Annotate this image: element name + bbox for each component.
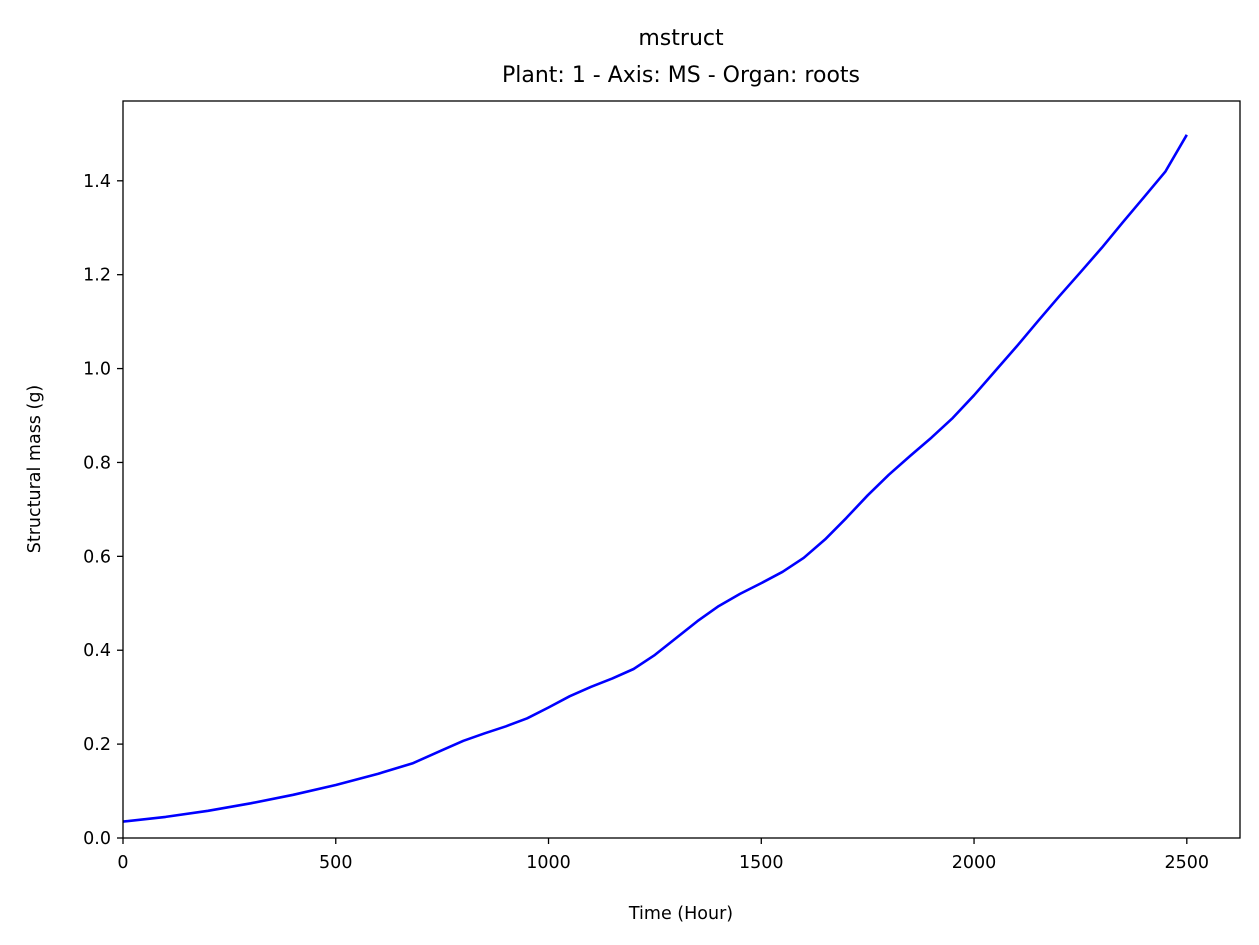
plot-area-frame	[122, 100, 1241, 839]
x-axis-label: Time (Hour)	[628, 904, 733, 924]
x-axis-ticks: 0 500 1000 1500 2000 2500	[117, 838, 1209, 873]
y-tick-label: 1.2	[83, 266, 111, 286]
y-tick-label: 0.8	[83, 453, 111, 473]
x-tick-label: 1000	[526, 853, 571, 873]
x-tick-label: 0	[117, 853, 128, 873]
series-line-0	[122, 134, 1188, 823]
x-tick-label: 500	[319, 853, 352, 873]
x-tick-label: 1500	[739, 853, 784, 873]
y-tick-label: 0.4	[83, 641, 111, 661]
y-tick-label: 1.4	[83, 172, 111, 192]
y-tick-label: 0.0	[83, 829, 111, 849]
y-tick-label: 0.2	[83, 735, 111, 755]
series-layer	[122, 134, 1188, 823]
x-tick-label: 2500	[1165, 853, 1210, 873]
y-tick-label: 1.0	[83, 360, 111, 380]
y-tick-label: 0.6	[83, 547, 111, 567]
y-axis-label: Structural mass (g)	[25, 385, 45, 554]
chart-subtitle: Plant: 1 - Axis: MS - Organ: roots	[502, 63, 860, 88]
chart-title: mstruct	[638, 26, 724, 51]
x-tick-label: 2000	[952, 853, 997, 873]
y-axis-ticks: 0.0 0.2 0.4 0.6 0.8 1.0 1.2 1.4	[83, 172, 123, 849]
